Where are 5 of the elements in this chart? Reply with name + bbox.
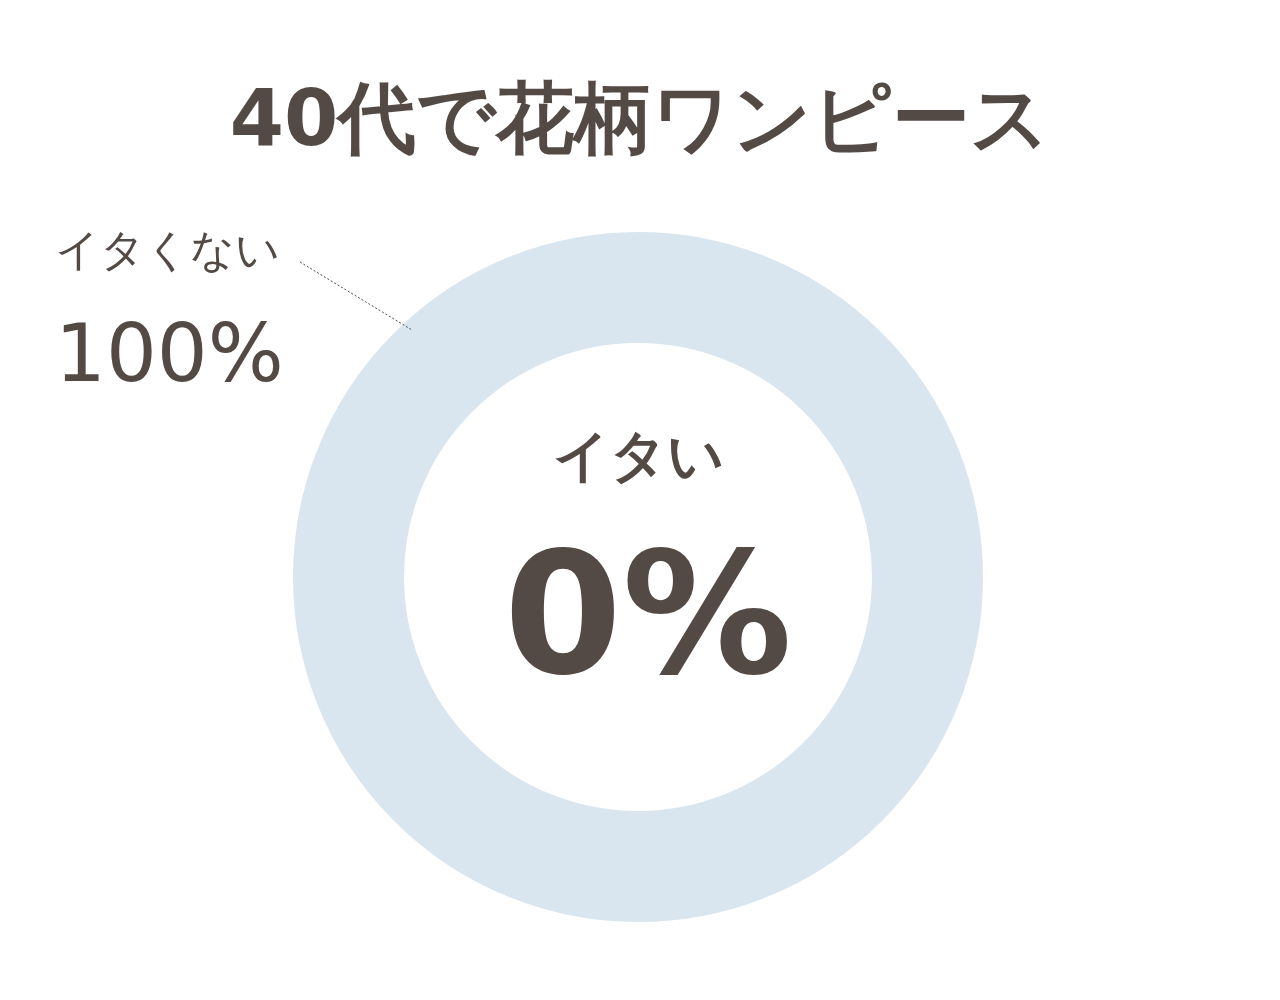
chart-title: 40代で花柄ワンピース [229, 73, 1051, 163]
data-label: 100% [55, 307, 284, 400]
slice-label: イタくない [55, 224, 280, 275]
category-label: イタい [552, 423, 724, 488]
text: 0% [503, 515, 793, 713]
